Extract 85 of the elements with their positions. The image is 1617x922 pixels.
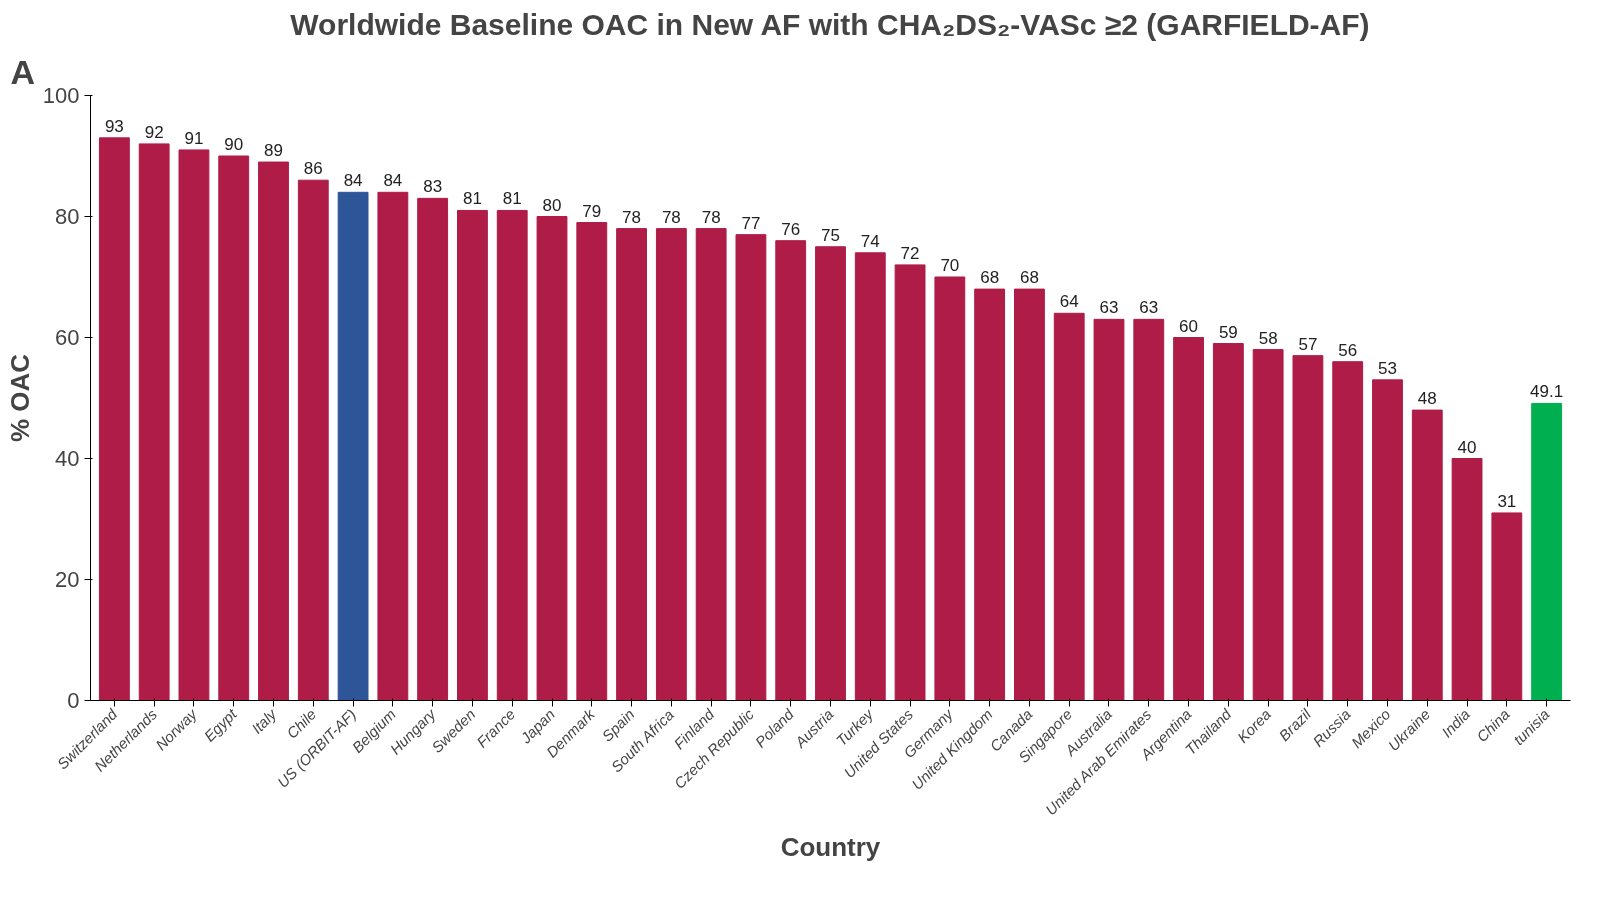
data-label: 93 xyxy=(104,116,124,136)
data-label: 74 xyxy=(860,231,880,251)
bar xyxy=(138,143,170,701)
data-label: 84 xyxy=(383,171,403,191)
data-label: 86 xyxy=(303,159,323,179)
y-tick-label: 20 xyxy=(55,567,80,592)
data-label: 78 xyxy=(701,207,721,227)
bar xyxy=(1014,288,1045,701)
bar xyxy=(1252,349,1284,701)
y-axis-title: % OAC xyxy=(4,353,35,443)
data-label: 92 xyxy=(144,122,164,142)
data-label: 31 xyxy=(1497,491,1517,511)
bar xyxy=(1332,361,1364,701)
data-label: 89 xyxy=(264,141,283,161)
x-axis-title: Country xyxy=(780,832,881,863)
bar xyxy=(815,246,846,701)
data-label: 91 xyxy=(184,128,204,148)
bar xyxy=(616,228,647,701)
data-label: 79 xyxy=(582,201,602,221)
data-label: 81 xyxy=(502,189,522,209)
y-tick-label: 80 xyxy=(55,204,80,229)
bar xyxy=(1531,402,1563,701)
bar xyxy=(854,252,886,701)
data-label: 64 xyxy=(1059,292,1079,312)
data-label: 60 xyxy=(1179,316,1199,336)
bar xyxy=(258,161,289,701)
data-label: 75 xyxy=(821,225,840,245)
data-label: 84 xyxy=(343,171,363,191)
data-label: 59 xyxy=(1218,322,1238,342)
bar xyxy=(1411,409,1443,701)
bar xyxy=(1053,312,1085,701)
data-label: 78 xyxy=(622,207,642,227)
bar xyxy=(496,209,528,701)
bar xyxy=(377,191,409,701)
bar xyxy=(695,228,727,701)
bar xyxy=(297,179,329,701)
data-label: 48 xyxy=(1417,389,1437,409)
data-label: 57 xyxy=(1298,334,1318,354)
data-label: 63 xyxy=(1139,298,1159,318)
bar xyxy=(934,276,966,701)
bar xyxy=(337,191,369,701)
data-label: 56 xyxy=(1338,340,1358,360)
bar xyxy=(1491,512,1523,701)
bar xyxy=(1212,343,1244,701)
data-label: 78 xyxy=(661,207,681,227)
x-tick-label: Italy xyxy=(248,704,281,737)
bar xyxy=(1133,318,1165,701)
y-tick-label: 60 xyxy=(55,325,80,350)
data-label: 80 xyxy=(542,195,562,215)
y-tick-label: 100 xyxy=(42,83,80,108)
bar xyxy=(1093,318,1125,701)
data-label: 49.1 xyxy=(1530,382,1564,402)
bar xyxy=(536,216,568,701)
data-label: 68 xyxy=(980,268,1000,288)
y-tick-label: 40 xyxy=(55,446,80,471)
data-label: 90 xyxy=(224,135,244,154)
y-tick-label: 0 xyxy=(67,688,80,713)
bar xyxy=(178,149,210,701)
bar xyxy=(1372,379,1403,701)
data-label: 77 xyxy=(741,213,761,233)
bar xyxy=(218,155,250,701)
data-label: 40 xyxy=(1457,437,1477,457)
bar xyxy=(894,264,926,701)
data-label: 81 xyxy=(462,189,482,209)
data-label: 53 xyxy=(1378,358,1397,378)
bar xyxy=(775,240,807,701)
data-label: 68 xyxy=(1019,268,1039,288)
bar xyxy=(576,222,608,701)
bar xyxy=(1292,355,1324,701)
text: A xyxy=(10,52,36,91)
chart-title: Worldwide Baseline OAC in New AF with CHA₂DS₂-VASc ≥2 (GARFIELD-AF) xyxy=(290,7,1370,41)
data-label: 72 xyxy=(900,243,920,263)
data-label: 58 xyxy=(1258,328,1278,348)
bar xyxy=(1173,337,1204,701)
data-label: 63 xyxy=(1099,298,1119,318)
data-label: 83 xyxy=(423,177,443,197)
bar xyxy=(1451,458,1483,701)
bar xyxy=(974,288,1006,701)
data-label: 70 xyxy=(940,256,960,275)
bar xyxy=(735,234,767,701)
data-label: 76 xyxy=(781,219,801,239)
bar xyxy=(457,209,488,701)
bar xyxy=(98,137,130,701)
bar xyxy=(417,197,449,701)
bar xyxy=(655,228,687,701)
